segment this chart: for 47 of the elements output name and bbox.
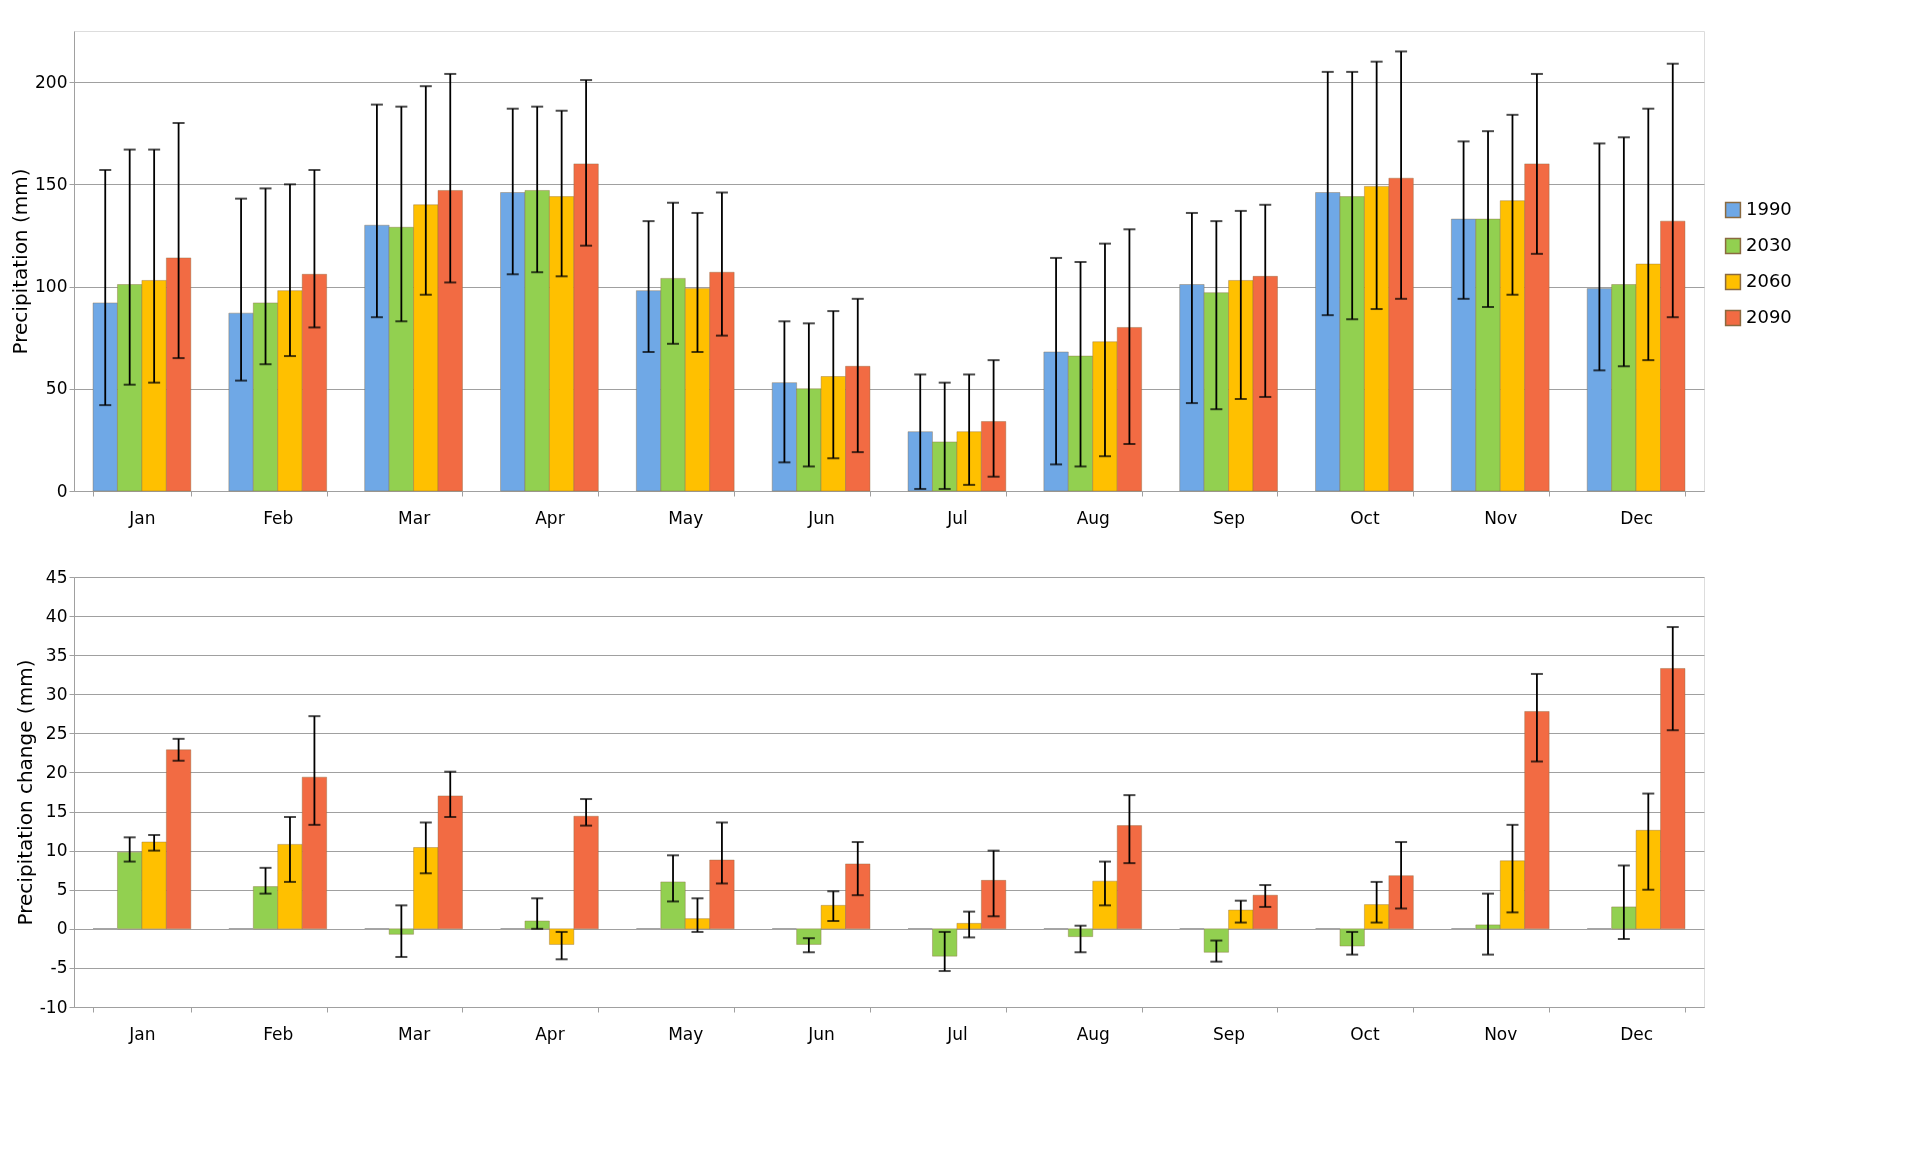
x-tick-label: Nov xyxy=(1484,1023,1518,1044)
y-tick-label: 20 xyxy=(45,761,68,782)
y-tick-label: 50 xyxy=(45,378,68,399)
x-tick-label: Oct xyxy=(1350,507,1380,528)
legend-label: 2060 xyxy=(1746,270,1792,291)
x-tick-label: Jun xyxy=(807,1023,835,1044)
x-tick-label: Aug xyxy=(1076,1023,1110,1044)
y-tick-label: 10 xyxy=(45,840,68,861)
y-tick-label: 100 xyxy=(35,276,68,297)
y-tick-label: 15 xyxy=(45,801,68,822)
legend-label: 2090 xyxy=(1746,306,1792,327)
legend-label: 1990 xyxy=(1746,198,1792,219)
x-tick-label: Sep xyxy=(1213,507,1246,528)
x-tick-label: May xyxy=(668,507,704,528)
y-tick-label: 45 xyxy=(45,566,68,587)
x-tick-label: Apr xyxy=(535,1023,565,1044)
y-tick-label: 0 xyxy=(56,480,68,501)
y-tick-label: -10 xyxy=(39,996,68,1017)
y-tick-label: 150 xyxy=(35,173,68,194)
x-tick-label: Jul xyxy=(946,1023,968,1044)
x-tick-label: Oct xyxy=(1350,1023,1380,1044)
x-tick-label: Jan xyxy=(128,1023,156,1044)
y-axis-title: Precipitation (mm) xyxy=(8,168,33,355)
y-tick-label: 5 xyxy=(56,879,68,900)
x-tick-label: Apr xyxy=(535,507,565,528)
x-tick-label: May xyxy=(668,1023,704,1044)
x-tick-label: Mar xyxy=(398,507,431,528)
x-tick-label: Dec xyxy=(1620,507,1654,528)
y-tick-label: 0 xyxy=(56,918,68,939)
x-tick-label: Aug xyxy=(1076,507,1110,528)
y-tick-label: 40 xyxy=(45,605,68,626)
y-tick-label: 35 xyxy=(45,644,68,665)
x-tick-label: Mar xyxy=(398,1023,431,1044)
y-tick-label: -5 xyxy=(50,957,68,978)
x-tick-label: Jan xyxy=(128,507,156,528)
y-tick-label: 25 xyxy=(45,722,68,743)
x-tick-label: Sep xyxy=(1213,1023,1246,1044)
y-axis-title: Precipitation change (mm) xyxy=(12,659,37,926)
y-tick-label: 200 xyxy=(35,71,68,92)
x-tick-label: Jul xyxy=(946,507,968,528)
x-tick-label: Dec xyxy=(1620,1023,1654,1044)
x-tick-label: Nov xyxy=(1484,507,1518,528)
y-tick-label: 30 xyxy=(45,683,68,704)
x-tick-label: Feb xyxy=(263,507,294,528)
legend-label: 2030 xyxy=(1746,234,1792,255)
x-tick-label: Jun xyxy=(807,507,835,528)
x-tick-label: Feb xyxy=(263,1023,294,1044)
